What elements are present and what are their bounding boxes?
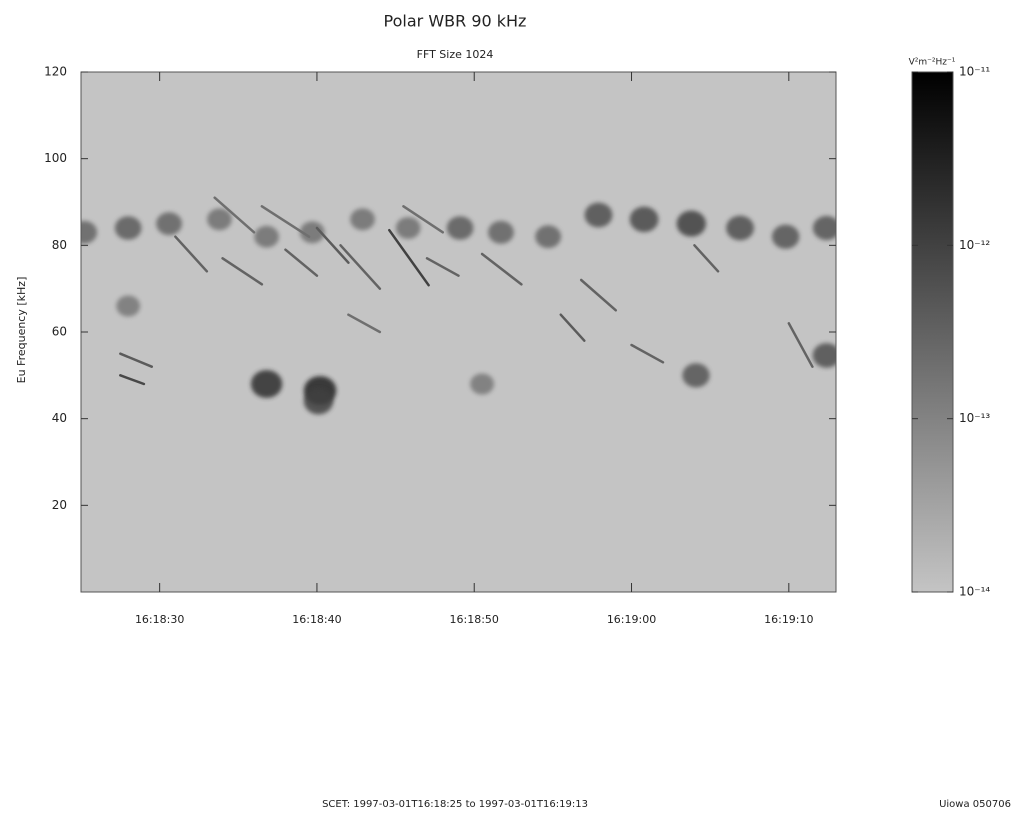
plot-area	[81, 196, 836, 415]
plot-background	[81, 72, 836, 592]
spectral-streak	[480, 252, 523, 286]
spectral-blob	[350, 208, 375, 231]
spectral-blob	[395, 217, 421, 239]
spectral-blob	[156, 212, 183, 236]
spectral-streak	[119, 374, 146, 386]
spectral-streak	[559, 313, 586, 342]
spectral-streak	[630, 343, 665, 364]
spectral-blob	[812, 343, 836, 368]
spectral-blob	[207, 208, 232, 231]
spectral-blob	[114, 216, 142, 240]
x-tick-label: 16:18:30	[135, 613, 184, 626]
spectral-streak	[260, 205, 311, 238]
spectral-blob	[470, 373, 495, 395]
colorbar-tick-label: 10⁻¹²	[959, 238, 990, 252]
spectral-streak	[339, 244, 382, 290]
colorbar-tick-label: 10⁻¹³	[959, 411, 990, 425]
spectral-blob	[629, 206, 659, 233]
x-tick-label: 16:19:00	[607, 613, 656, 626]
spectral-streak	[284, 248, 319, 277]
y-tick-label: 120	[44, 65, 67, 79]
y-tick-label: 60	[52, 325, 67, 339]
spectral-blob	[488, 220, 514, 244]
spectral-blob	[303, 388, 334, 415]
y-tick-label: 80	[52, 238, 67, 252]
spectral-streak	[174, 235, 209, 273]
spectral-streak	[119, 352, 154, 368]
footer: SCET: 1997-03-01T16:18:25 to 1997-03-01T…	[322, 799, 588, 810]
spectral-streak	[787, 322, 814, 368]
chart-title: Polar WBR 90 kHz	[384, 12, 527, 31]
spectral-blob	[116, 295, 141, 317]
x-tick-label: 16:18:50	[450, 613, 499, 626]
spectral-streak	[579, 278, 618, 312]
chart-subtitle: FFT Size 1024	[417, 48, 494, 61]
y-axis-label: Eu Frequency [kHz]	[15, 277, 28, 384]
y-tick-label: 20	[52, 498, 67, 512]
spectral-blob	[299, 221, 325, 244]
spectral-streak	[315, 226, 350, 264]
x-tick-label: 16:18:40	[292, 613, 341, 626]
y-tick-label: 100	[44, 151, 67, 165]
spectral-blob	[584, 202, 613, 228]
colorbar-tick-label: 10⁻¹⁴	[959, 585, 990, 599]
spectral-blob	[812, 215, 836, 241]
spectral-streak	[388, 228, 430, 287]
spectral-blob	[682, 363, 710, 388]
spectral-blob	[446, 216, 474, 240]
spectral-blob	[250, 370, 283, 398]
spectral-blob	[772, 224, 800, 249]
spectral-streak	[347, 313, 382, 334]
spectral-streak	[402, 205, 445, 234]
spectral-blob	[535, 225, 562, 249]
colorbar-tick-label: 10⁻¹¹	[959, 65, 990, 79]
colorbar-label: V²m⁻²Hz⁻¹	[909, 58, 956, 68]
y-tick-label: 40	[52, 411, 67, 425]
spectral-blob	[254, 225, 279, 248]
spectral-blob	[676, 210, 706, 237]
x-tick-label: 16:19:10	[764, 613, 813, 626]
credit: Uiowa 050706	[939, 799, 1011, 810]
colorbar	[911, 71, 954, 593]
spectral-streak	[693, 244, 720, 273]
spectral-streak	[221, 257, 264, 286]
spectral-blob	[81, 220, 98, 244]
spectral-streak	[213, 196, 256, 234]
spectral-streak	[425, 257, 460, 277]
spectral-blob	[726, 215, 754, 241]
